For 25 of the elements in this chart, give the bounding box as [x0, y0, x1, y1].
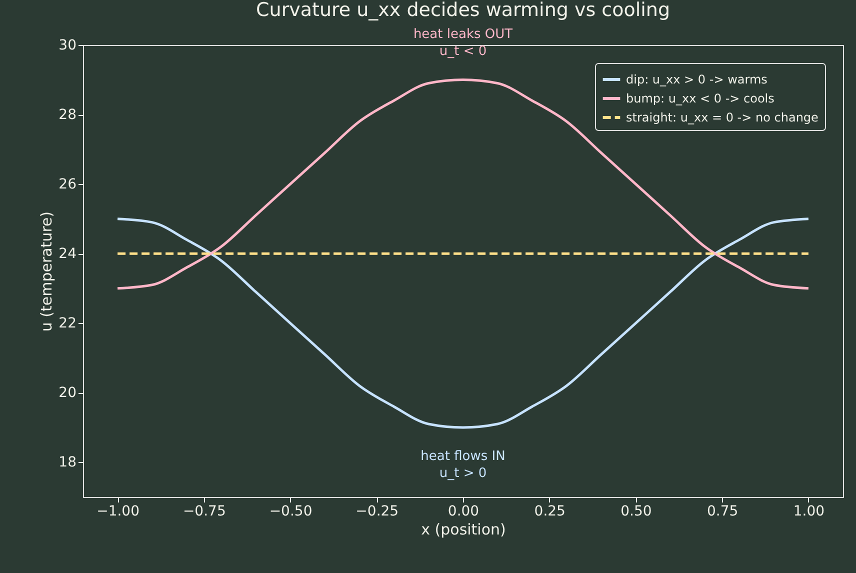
annotation: heat leaks OUT u_t < 0 [413, 27, 513, 59]
legend-label: straight: u_xx = 0 -> no change [626, 110, 818, 124]
y-tick-label: 20 [58, 385, 76, 402]
x-tick-label: −1.00 [96, 504, 140, 520]
legend-label: bump: u_xx < 0 -> cools [626, 92, 774, 106]
line-series [116, 218, 810, 429]
x-tick-label: 0.00 [448, 504, 480, 520]
y-tick-label: 24 [58, 246, 77, 262]
x-tick-label: 0.75 [707, 504, 738, 520]
y-axis-title: u (temperature) [38, 211, 56, 332]
x-tick-label: 0.25 [534, 504, 566, 520]
x-axis-title: x (position) [421, 520, 506, 538]
y-tick-label: 30 [58, 38, 76, 54]
x-tick-label: 0.50 [620, 504, 652, 520]
x-tick-label: 1.00 [793, 504, 825, 520]
y-tick-label: 26 [58, 176, 77, 193]
x-tick-label: −0.50 [269, 504, 312, 520]
y-tick-label: 22 [58, 316, 76, 332]
x-tick-label: −0.25 [356, 504, 399, 520]
chart-title: Curvature u_xx decides warming vs cooling [256, 0, 670, 21]
x-tick-label: −0.75 [182, 504, 226, 520]
y-tick-label: 18 [58, 454, 76, 471]
annotation: heat flows IN u_t > 0 [420, 449, 506, 481]
legend-label: dip: u_xx > 0 -> warms [626, 72, 768, 86]
y-tick-label: 28 [58, 107, 76, 124]
